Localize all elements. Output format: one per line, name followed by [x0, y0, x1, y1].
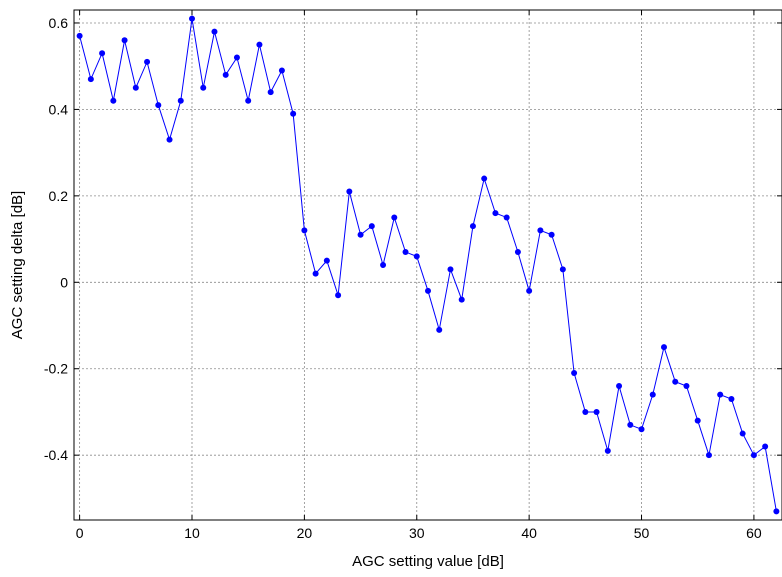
y-tick-label: -0.4	[44, 447, 68, 463]
data-point	[144, 58, 151, 65]
data-point	[211, 28, 218, 35]
data-point	[548, 231, 555, 238]
tick-marks	[74, 10, 782, 520]
data-point	[514, 249, 521, 256]
y-tick-label: 0.6	[49, 15, 69, 31]
y-tick-label: 0	[60, 274, 68, 290]
data-point	[672, 378, 679, 385]
data-point	[425, 287, 431, 294]
data-point	[683, 383, 690, 390]
x-tick-label: 0	[76, 525, 84, 541]
data-point	[705, 452, 712, 459]
data-point	[604, 447, 611, 454]
x-tick-label: 40	[521, 525, 537, 541]
data-point	[469, 223, 476, 230]
data-point	[177, 97, 184, 104]
data-point	[627, 421, 634, 428]
data-point	[312, 270, 319, 277]
data-point	[233, 54, 240, 61]
data-point	[750, 452, 757, 459]
data-point	[413, 253, 420, 260]
data-point	[335, 292, 342, 299]
data-point	[458, 296, 465, 303]
data-point	[200, 84, 207, 91]
data-point	[278, 67, 285, 74]
data-point	[166, 136, 173, 143]
data-point	[301, 227, 308, 234]
data-point	[346, 188, 353, 195]
data-point	[582, 408, 589, 415]
data-point	[717, 391, 724, 398]
data-point	[571, 370, 578, 377]
data-point	[762, 443, 769, 450]
data-point	[391, 214, 398, 221]
data-point	[526, 287, 533, 294]
data-point	[492, 210, 499, 217]
data-point	[649, 391, 656, 398]
data-point	[661, 344, 667, 351]
data-point	[638, 426, 645, 433]
x-tick-label: 50	[634, 525, 650, 541]
data-point	[110, 97, 117, 104]
data-point	[87, 76, 94, 83]
data-point	[447, 266, 454, 273]
data-point	[245, 97, 252, 104]
data-point	[481, 175, 488, 182]
data-point	[323, 257, 330, 264]
plot-frame	[73, 9, 782, 521]
x-tick-label: 30	[409, 525, 425, 541]
data-point	[537, 227, 544, 234]
grid	[74, 10, 782, 520]
data-point	[290, 110, 297, 117]
data-point	[380, 262, 387, 268]
data-point	[694, 417, 701, 424]
data-point	[357, 231, 364, 238]
data-point	[593, 408, 600, 415]
data-point	[728, 395, 735, 402]
data-point	[155, 102, 162, 109]
data-point	[402, 249, 409, 256]
data-point	[773, 508, 780, 515]
data-point	[503, 214, 510, 221]
data-point	[222, 71, 229, 78]
data-point	[99, 50, 106, 57]
data-point	[436, 326, 443, 333]
y-axis-label: AGC setting delta [dB]	[9, 191, 26, 339]
data-point	[739, 430, 746, 437]
tick-labels: 0 10 20 30 40 50 60 0.6 0.4 0.2 0 -0.2 -0.4	[44, 15, 762, 541]
data-point	[121, 37, 128, 44]
data-point	[616, 383, 623, 390]
data-point	[267, 89, 274, 96]
series-layer	[76, 15, 780, 515]
x-tick-label: 20	[297, 525, 313, 541]
data-point	[132, 84, 139, 91]
data-point	[256, 41, 263, 48]
y-tick-label: -0.2	[44, 361, 68, 377]
data-point	[76, 32, 83, 39]
y-tick-label: 0.4	[49, 101, 69, 117]
data-point	[559, 266, 566, 273]
data-point	[368, 223, 375, 230]
x-tick-label: 10	[184, 525, 200, 541]
x-axis-label: AGC setting value [dB]	[352, 553, 504, 570]
plot-area	[74, 10, 782, 520]
data-point	[189, 15, 195, 22]
x-tick-label: 60	[746, 525, 762, 541]
y-tick-label: 0.2	[49, 188, 69, 204]
